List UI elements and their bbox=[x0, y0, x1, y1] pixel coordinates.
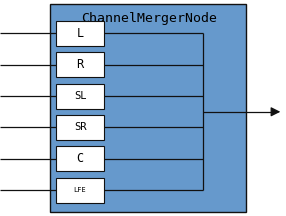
Text: R: R bbox=[77, 58, 84, 71]
Text: C: C bbox=[77, 152, 84, 165]
Bar bbox=[56, 115, 104, 140]
Bar bbox=[56, 21, 104, 46]
Bar bbox=[56, 84, 104, 108]
Bar bbox=[56, 52, 104, 77]
Text: SL: SL bbox=[74, 91, 86, 101]
Text: ChannelMergerNode: ChannelMergerNode bbox=[81, 12, 217, 25]
Bar bbox=[56, 146, 104, 171]
Bar bbox=[56, 178, 104, 203]
Text: SR: SR bbox=[74, 122, 86, 132]
Text: LFE: LFE bbox=[74, 187, 86, 193]
Bar bbox=[50, 4, 246, 212]
Text: L: L bbox=[77, 27, 84, 40]
